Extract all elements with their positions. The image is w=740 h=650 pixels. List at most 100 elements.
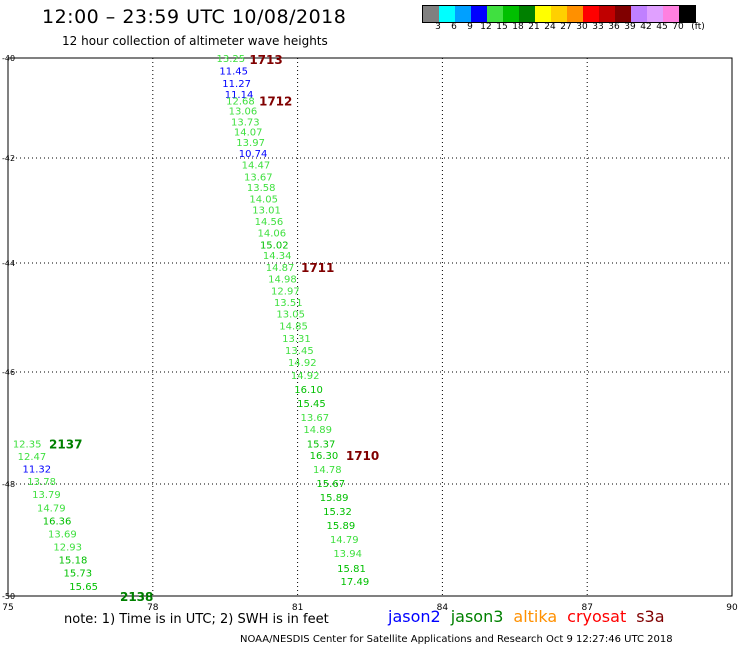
wave-height-value: 12.47	[18, 452, 47, 463]
legend-swatch	[519, 6, 535, 22]
legend-label: 39	[624, 22, 636, 32]
lon-tick-label: 90	[726, 603, 738, 613]
wave-height-value: 13.97	[236, 138, 265, 149]
wave-height-value: 13.58	[247, 183, 276, 194]
wave-height-value: 14.92	[288, 358, 317, 369]
legend-label: 18	[512, 22, 524, 32]
wave-height-value: 14.07	[234, 128, 263, 139]
legend-swatch	[647, 6, 663, 22]
wave-height-value: 13.69	[48, 529, 77, 540]
legend-swatch	[567, 6, 583, 22]
wave-height-value: 11.45	[219, 67, 248, 78]
wave-height-value: 14.79	[330, 535, 359, 546]
wave-height-value: 13.67	[300, 413, 329, 424]
legend-label: 3	[435, 22, 441, 32]
wave-height-value: 15.89	[327, 521, 356, 532]
wave-height-value: 15.89	[320, 493, 349, 504]
satellite-label: cryosat	[567, 607, 627, 626]
satellite-label: altika	[513, 607, 558, 626]
wave-height-value: 15.02	[260, 241, 289, 252]
wave-height-value: 12.97	[271, 286, 300, 297]
lon-tick-label: 84	[437, 603, 449, 613]
wave-height-value: 13.73	[231, 118, 260, 129]
wave-height-value: 17.49	[341, 577, 370, 588]
legend-swatch	[535, 6, 551, 22]
lat-tick-label: -50	[2, 592, 15, 601]
page-subtitle: 12 hour collection of altimeter wave hei…	[62, 34, 328, 48]
wave-height-value: 14.87	[266, 263, 295, 274]
wave-height-value: 15.73	[64, 568, 93, 579]
legend-label: 27	[560, 22, 572, 32]
wave-height-value: 16.30	[310, 451, 339, 462]
legend-swatch	[679, 6, 695, 22]
wave-height-value: 13.67	[244, 172, 273, 183]
wave-height-value: 14.92	[291, 371, 320, 382]
page-title: 12:00 – 23:59 UTC 10/08/2018	[42, 6, 347, 28]
legend-unit: (ft)	[691, 22, 705, 32]
legend-swatch	[423, 6, 439, 22]
color-legend-labels: 3 6 9 12 15 18 21 24 27 30 33 36 39 42 45 70 (ft)	[422, 22, 740, 36]
legend-label: 24	[544, 22, 556, 32]
wave-height-value: 13.05	[276, 310, 305, 321]
wave-height-value: 16.10	[294, 385, 323, 396]
legend-label: 21	[528, 22, 540, 32]
units-note: note: 1) Time is in UTC; 2) SWH is in fe…	[64, 612, 329, 627]
legend-label: 36	[608, 22, 620, 32]
legend-swatch	[439, 6, 455, 22]
wave-height-value: 13.78	[27, 477, 56, 488]
wave-height-value: 14.85	[279, 322, 308, 333]
wave-height-value: 13.25	[217, 54, 246, 65]
legend-swatch	[471, 6, 487, 22]
wave-height-value: 12.35	[13, 440, 42, 451]
lat-tick-label: -48	[2, 480, 15, 489]
wave-height-value: 15.67	[316, 479, 345, 490]
wave-height-value: 11.27	[222, 79, 251, 90]
wave-height-value: 15.81	[337, 564, 366, 575]
legend-label: 70	[672, 22, 684, 32]
wave-height-value: 13.51	[274, 298, 303, 309]
legend-swatch	[551, 6, 567, 22]
wave-height-value: 14.79	[37, 504, 66, 515]
wave-height-value: 13.79	[32, 490, 61, 501]
wave-height-value: 14.05	[249, 194, 278, 205]
lat-tick-label: -42	[2, 154, 15, 163]
lon-tick-label: 81	[292, 603, 303, 613]
pass-time-label: 1711	[301, 261, 334, 275]
satellite-label: s3a	[636, 607, 665, 626]
legend-label: 30	[576, 22, 588, 32]
wave-height-value: 16.36	[43, 516, 72, 527]
wave-height-value: 14.78	[313, 465, 342, 476]
color-legend	[422, 5, 696, 23]
wave-height-value: 15.18	[59, 556, 88, 567]
legend-swatch	[631, 6, 647, 22]
wave-height-value: 14.89	[303, 425, 332, 436]
wave-height-value: 15.37	[307, 440, 336, 451]
legend-label: 6	[451, 22, 457, 32]
wave-height-value: 14.56	[255, 217, 284, 228]
wave-height-value: 13.45	[285, 346, 314, 357]
lat-tick-label: -44	[2, 259, 15, 268]
satellite-legend: jason2 jason3 altika cryosat s3a	[388, 607, 675, 626]
legend-swatch	[599, 6, 615, 22]
legend-swatch	[663, 6, 679, 22]
lon-tick-label: 75	[2, 603, 13, 613]
wave-height-value: 11.14	[225, 90, 254, 101]
pass-time-label: 1712	[259, 95, 292, 109]
wave-height-value: 13.31	[282, 334, 311, 345]
wave-height-value: 10.74	[239, 149, 268, 160]
wave-height-value: 13.94	[333, 549, 362, 560]
legend-label: 45	[656, 22, 668, 32]
wave-height-value: 12.93	[53, 543, 82, 554]
legend-label: 9	[467, 22, 473, 32]
wave-height-value: 15.45	[297, 399, 326, 410]
lon-tick-label: 78	[147, 603, 159, 613]
wave-height-value: 14.47	[242, 160, 271, 171]
legend-label: 42	[640, 22, 652, 32]
wave-height-value: 14.06	[258, 229, 287, 240]
wave-height-value: 11.32	[22, 464, 51, 475]
satellite-label: jason2	[388, 607, 441, 626]
lon-tick-label: 87	[581, 603, 592, 613]
wave-height-value: 13.06	[229, 107, 258, 118]
wave-height-value: 15.65	[69, 582, 98, 593]
